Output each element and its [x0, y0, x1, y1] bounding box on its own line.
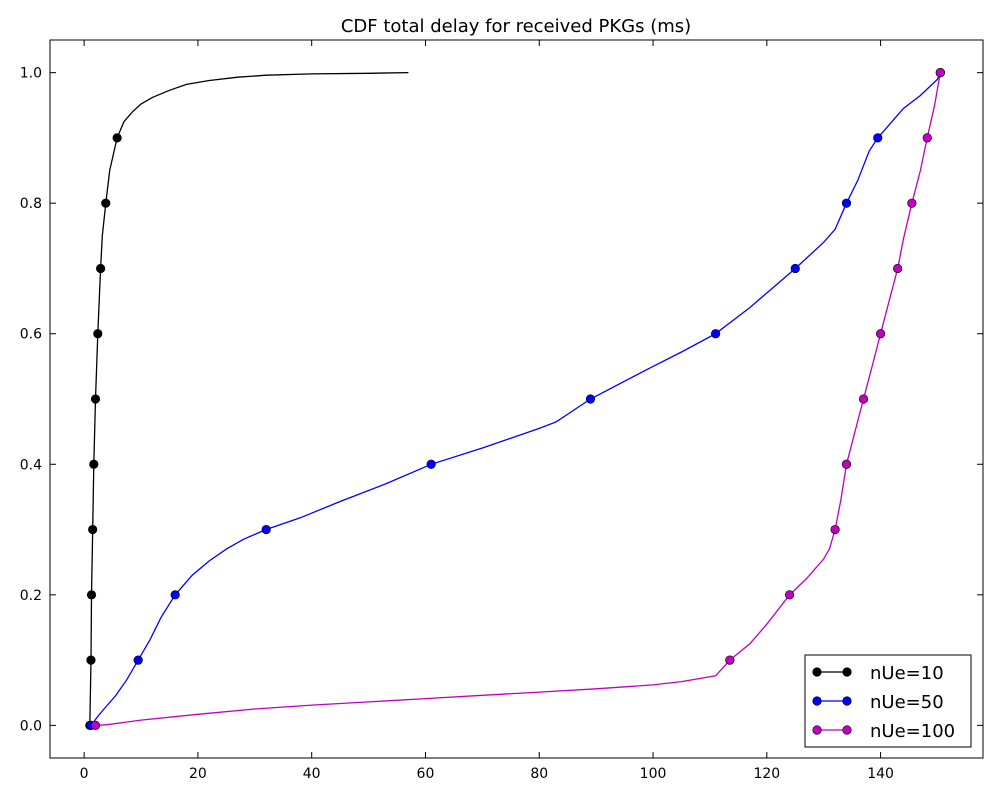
- data-point: [711, 329, 721, 339]
- y-tick-label: 0.0: [20, 718, 42, 734]
- legend-label: nUe=100: [870, 721, 955, 742]
- data-point: [88, 524, 98, 535]
- y-tick-label: 0.8: [20, 196, 42, 212]
- x-tick-label: 60: [417, 766, 435, 782]
- x-tick-label: 120: [753, 766, 780, 782]
- legend-marker: [842, 667, 852, 677]
- data-point: [96, 263, 106, 274]
- series-line: [95, 72, 941, 727]
- data-point: [873, 133, 883, 143]
- data-point: [90, 720, 101, 730]
- series-nUe=100: [90, 68, 945, 730]
- data-point: [841, 198, 852, 208]
- data-point: [725, 655, 735, 665]
- data-point: [790, 263, 800, 274]
- x-tick-label: 0: [80, 766, 89, 782]
- data-point: [133, 655, 143, 665]
- legend-marker: [812, 696, 822, 706]
- data-point: [907, 198, 917, 208]
- data-point: [893, 263, 903, 274]
- y-tick-label: 0.4: [20, 457, 42, 473]
- data-point: [90, 394, 101, 404]
- plot-frame: [49, 39, 984, 759]
- y-tick-label: 1.0: [20, 66, 42, 82]
- legend-label: nUe=50: [870, 692, 944, 713]
- data-point: [101, 198, 111, 208]
- data-point: [426, 459, 436, 469]
- data-point: [935, 68, 945, 78]
- legend-marker: [812, 725, 822, 735]
- y-tick-label: 0.2: [20, 588, 42, 604]
- data-point: [89, 459, 99, 469]
- x-tick-label: 140: [867, 766, 894, 782]
- axes: 0 20 40 60 80 100 120 140 0.0 0.2 0.4 0.6 0.8 1.0: [20, 40, 983, 782]
- data-point: [922, 133, 932, 143]
- y-tick-label: 0.6: [20, 327, 42, 343]
- data-point: [170, 590, 180, 600]
- data-point: [86, 655, 96, 665]
- series-line: [90, 72, 941, 726]
- plot-area: [85, 68, 945, 730]
- series-nUe=50: [86, 68, 945, 730]
- x-tick-label: 100: [640, 766, 667, 782]
- data-point: [585, 394, 596, 404]
- x-tick-label: 80: [530, 766, 548, 782]
- data-point: [841, 459, 852, 469]
- legend-label: nUe=10: [870, 663, 944, 684]
- legend: nUe=10 nUe=50 nUe=100: [804, 654, 972, 748]
- data-point: [261, 524, 271, 535]
- data-point: [112, 133, 122, 143]
- data-point: [875, 329, 886, 339]
- data-point: [830, 524, 840, 535]
- data-point: [86, 590, 97, 600]
- data-point: [858, 394, 869, 404]
- x-tick-label: 40: [303, 766, 321, 782]
- legend-marker: [812, 667, 822, 677]
- legend-marker: [842, 696, 852, 706]
- data-point: [93, 329, 103, 339]
- x-tick-label: 20: [189, 766, 207, 782]
- legend-marker: [842, 725, 852, 735]
- series-line: [89, 71, 409, 726]
- chart-title: CDF total delay for received PKGs (ms): [341, 16, 691, 37]
- data-point: [784, 590, 795, 600]
